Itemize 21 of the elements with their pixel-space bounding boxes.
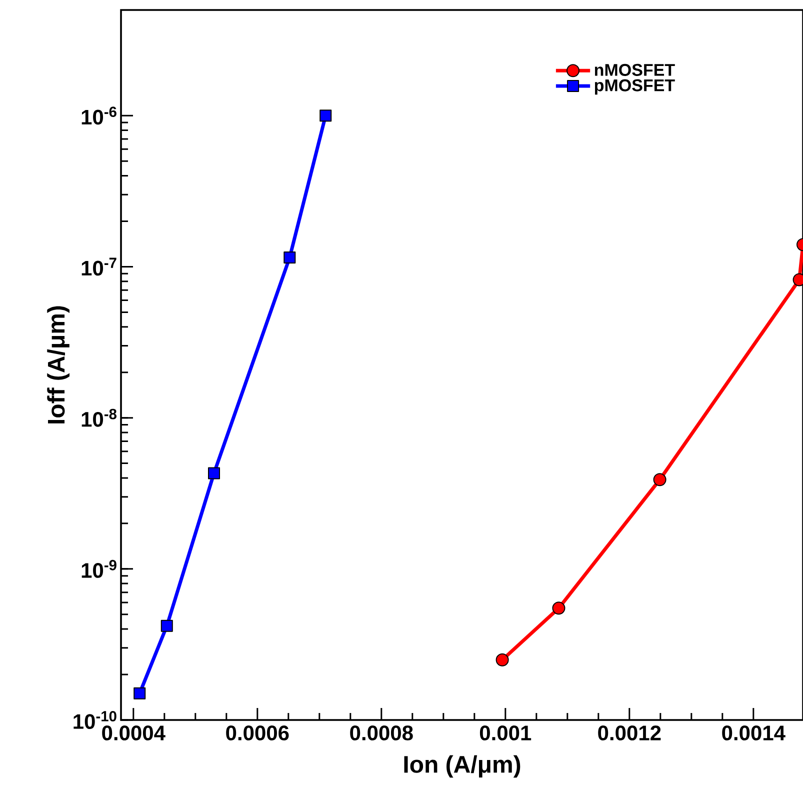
- legend-label: pMOSFET: [594, 79, 675, 95]
- point: [160, 620, 173, 632]
- x-tick-label: 0.0014: [722, 726, 786, 740]
- x-axis-title: Ion (A/μm): [404, 755, 520, 778]
- legend-label: nMOSFET: [594, 64, 675, 76]
- point: [284, 252, 296, 264]
- y-tick-label: 10$^{-8}$: [82, 408, 117, 427]
- point: [496, 653, 509, 666]
- y-tick-label: 10$^{-9}$: [82, 560, 116, 578]
- y-axis-title: Ioff (A/μm): [47, 306, 70, 424]
- x-tick-label: 0.0008: [350, 726, 413, 740]
- point: [208, 467, 220, 480]
- x-tick-label: 0.0006: [226, 726, 289, 740]
- x-tick-label: 0.0012: [598, 726, 661, 740]
- point: [653, 473, 666, 486]
- point: [552, 602, 566, 615]
- point: [320, 110, 332, 122]
- x-tick-label: 0.001: [480, 726, 532, 740]
- y-tick-label: 10$^{-6}$: [82, 106, 116, 125]
- y-tick-label: 10$^{-7}$: [82, 258, 116, 276]
- point: [134, 687, 146, 700]
